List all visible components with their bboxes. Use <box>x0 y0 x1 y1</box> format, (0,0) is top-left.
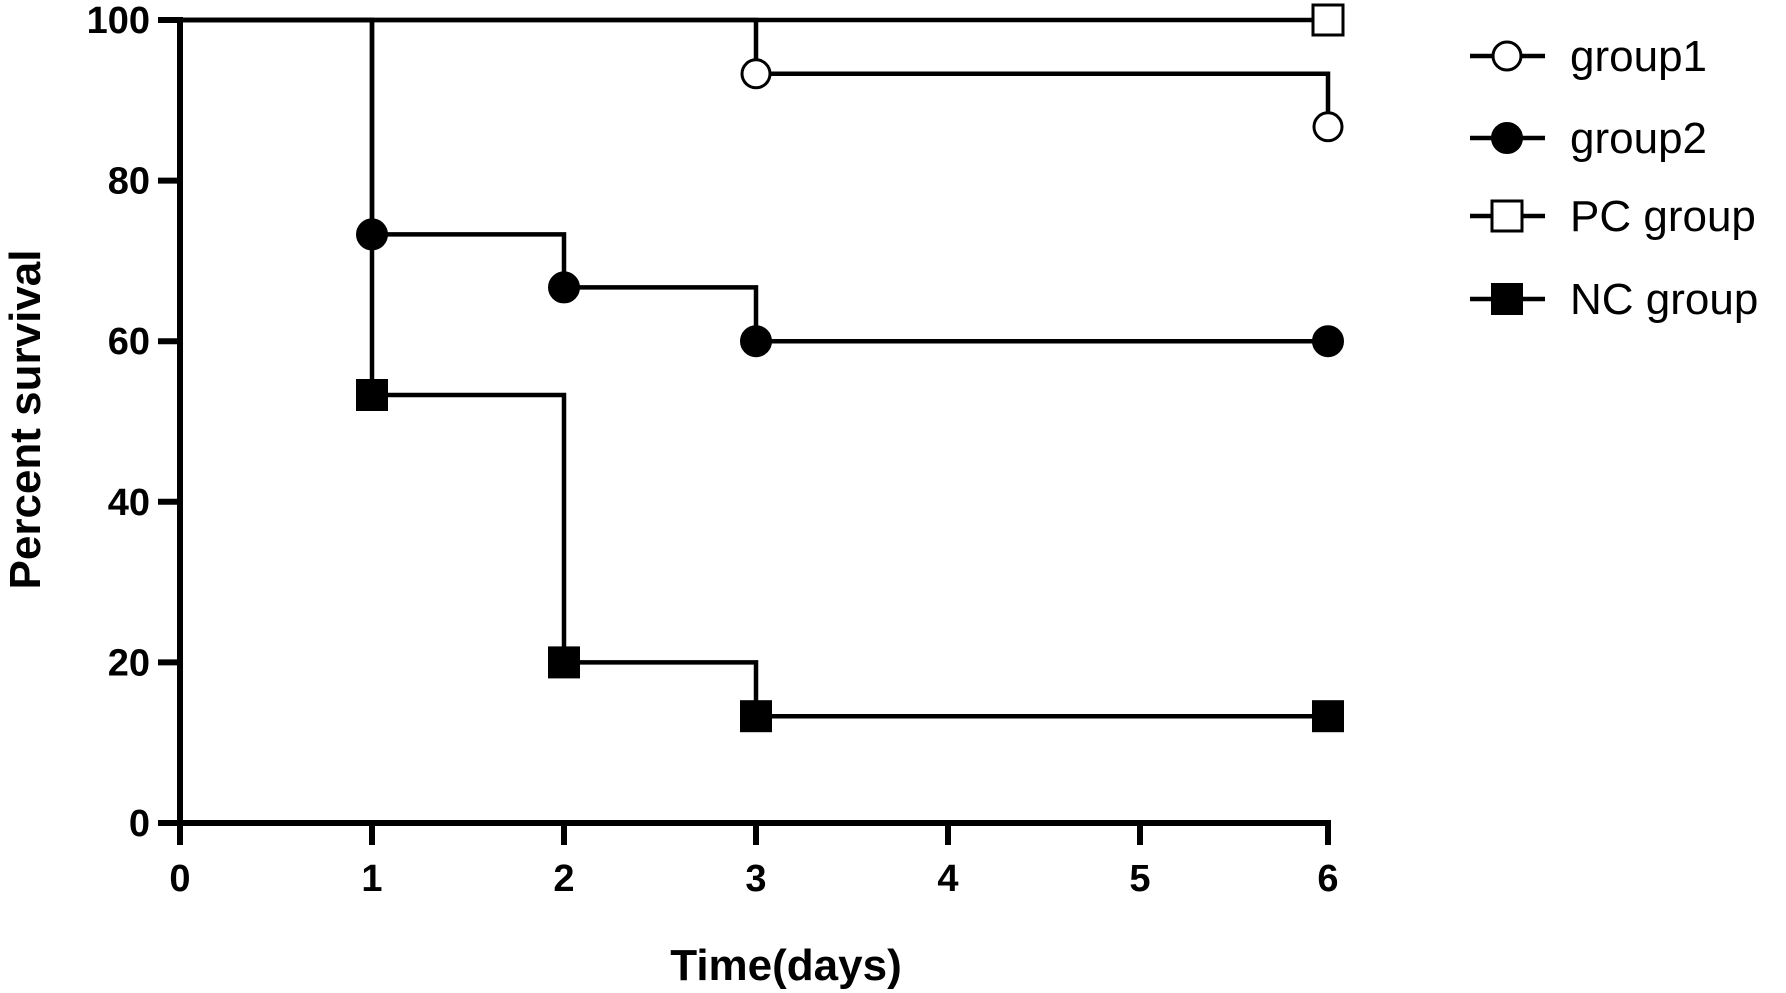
data-point-group2 <box>740 325 772 358</box>
data-point-nc-group <box>740 700 772 733</box>
series-line-nc-group <box>180 17 1328 719</box>
x-tick-label: 0 <box>169 858 190 900</box>
data-point-nc-group <box>1312 700 1344 733</box>
y-tick-label: 40 <box>108 482 150 524</box>
y-axis: 0 20 40 60 80 100 <box>87 0 183 845</box>
data-point-group1 <box>1312 111 1344 143</box>
legend-marker-open-square <box>1490 199 1524 233</box>
legend-item-pc-group: PC group <box>1470 192 1756 241</box>
data-point-group2 <box>1312 325 1344 358</box>
x-tick-label: 5 <box>1129 858 1150 900</box>
legend-marker-filled-circle <box>1491 122 1523 154</box>
legend-item-group1: group1 <box>1470 32 1707 81</box>
y-tick-label: 100 <box>87 0 150 42</box>
legend-marker-open-circle <box>1491 40 1523 72</box>
data-point-pc-group <box>1311 3 1345 37</box>
data-point-nc-group <box>548 646 580 679</box>
data-point-nc-group <box>356 379 388 412</box>
y-axis-title: Percent survival <box>1 250 50 590</box>
legend-label: NC group <box>1570 275 1758 324</box>
y-tick-label: 0 <box>129 803 150 845</box>
y-tick-label: 20 <box>108 642 150 684</box>
legend-label: PC group <box>1570 192 1756 241</box>
x-axis: 0 1 2 3 4 5 6 <box>169 820 1339 900</box>
data-point-group2 <box>548 271 580 304</box>
legend-label: group1 <box>1570 32 1707 81</box>
y-tick-label: 80 <box>108 161 150 203</box>
legend: group1 group2 PC group NC group <box>1470 32 1758 324</box>
x-tick-label: 4 <box>937 858 958 900</box>
x-tick-label: 1 <box>361 858 382 900</box>
legend-item-group2: group2 <box>1470 114 1707 163</box>
x-tick-label: 6 <box>1317 858 1338 900</box>
x-axis-title: Time(days) <box>670 941 902 990</box>
legend-marker-filled-square <box>1491 283 1523 315</box>
data-point-group2 <box>356 218 388 251</box>
data-point-group1 <box>740 58 772 90</box>
plot-area <box>180 3 1345 733</box>
y-tick-label: 60 <box>108 321 150 363</box>
x-tick-label: 2 <box>553 858 574 900</box>
x-tick-label: 3 <box>745 858 766 900</box>
legend-item-nc-group: NC group <box>1470 275 1758 324</box>
legend-label: group2 <box>1570 114 1707 163</box>
